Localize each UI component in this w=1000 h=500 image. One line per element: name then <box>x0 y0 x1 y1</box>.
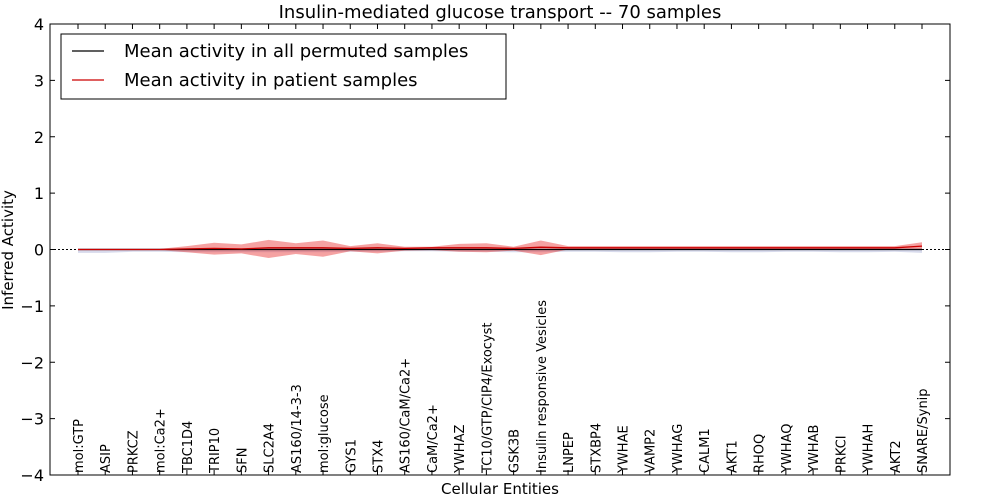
legend: Mean activity in all permuted samples Me… <box>60 33 507 100</box>
y-tick-label: 4 <box>34 15 44 34</box>
x-tick-label: VAMP2 <box>644 429 659 473</box>
x-tick-label: CALM1 <box>698 428 713 473</box>
x-tick-label: TRIP10 <box>208 428 223 474</box>
x-tick-label: SFN <box>235 448 250 473</box>
x-tick-label: mol:GTP <box>72 419 87 473</box>
x-tick-label: YWHAH <box>862 424 877 474</box>
x-tick-label: AS160/14-3-3 <box>290 384 305 473</box>
x-tick-label: mol:glucose <box>317 394 332 473</box>
x-tick-label: ASIP <box>99 444 114 473</box>
series-line-patient <box>78 245 923 251</box>
y-tick-label: 0 <box>34 241 44 260</box>
x-tick-label: SLC2A4 <box>263 423 278 473</box>
x-tick-label: STX4 <box>371 440 386 473</box>
x-tick-label: STXBP4 <box>589 423 604 473</box>
y-tick-label: −1 <box>20 297 44 316</box>
chart-title: Insulin-mediated glucose transport -- 70… <box>279 2 722 23</box>
x-tick-label: Insulin responsive Vesicles <box>535 300 550 473</box>
y-tick-label: 3 <box>34 71 44 90</box>
x-tick-label: AKT2 <box>889 440 904 473</box>
x-tick-label: GSK3B <box>508 429 523 473</box>
x-tick-label: AS160/CaM/Ca2+ <box>399 358 414 473</box>
x-tick-label: YWHAE <box>617 425 632 474</box>
x-tick-label: CaM/Ca2+ <box>426 404 441 473</box>
x-tick-label: TBC1D4 <box>181 421 196 474</box>
y-tick-label: 1 <box>34 184 44 203</box>
series-lines-layer <box>78 245 923 251</box>
x-tick-labels: mol:GTP ASIP PRKCZ mol:Ca2+ TBC1D4 TRIP10 SFN S… <box>72 300 931 474</box>
y-tick-label: −4 <box>20 466 44 485</box>
y-axis-label: Inferred Activity <box>0 190 17 310</box>
x-tick-label: PRKCI <box>834 435 849 473</box>
y-tick-label: −3 <box>20 410 44 429</box>
x-tick-label: YWHAG <box>671 424 686 474</box>
x-tick-label: AKT1 <box>725 440 740 473</box>
x-tick-label: YWHAZ <box>453 425 468 474</box>
y-ticks: 4 3 2 1 0 −1 −2 −3 −4 <box>20 15 950 485</box>
x-tick-label: mol:Ca2+ <box>154 408 169 473</box>
x-tick-label: SNARE/Synip <box>916 388 931 473</box>
y-tick-label: −2 <box>20 353 44 372</box>
x-tick-label: PRKCZ <box>126 430 141 473</box>
legend-box <box>60 33 507 100</box>
x-axis-label: Cellular Entities <box>441 480 559 498</box>
x-tick-label: RHOQ <box>753 434 768 473</box>
x-tick-label: GYS1 <box>344 439 359 473</box>
legend-label-permuted: Mean activity in all permuted samples <box>124 41 468 62</box>
x-ticks <box>77 24 923 475</box>
legend-label-patient: Mean activity in patient samples <box>124 70 418 91</box>
x-tick-label: YWHAQ <box>780 424 795 474</box>
x-tick-label: YWHAB <box>807 425 822 474</box>
x-tick-label: LNPEP <box>562 432 577 473</box>
y-tick-label: 2 <box>34 128 44 147</box>
x-tick-label: TC10/GTP/CIP4/Exocyst <box>480 322 495 474</box>
